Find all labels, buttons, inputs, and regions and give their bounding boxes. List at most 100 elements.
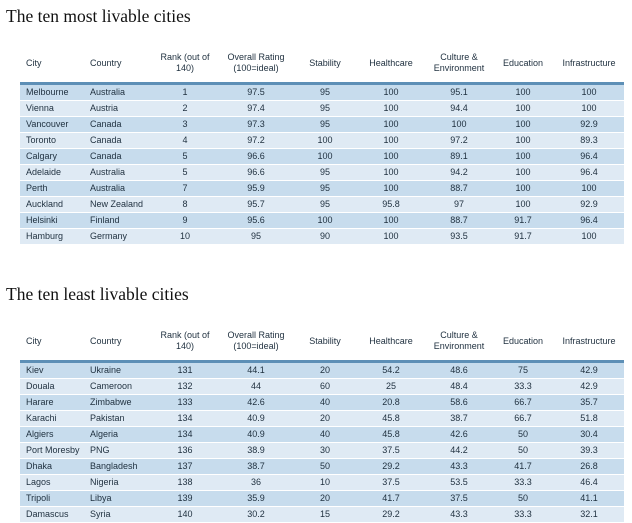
cell-rank: 2 [152,100,218,117]
cell-culture-environment: 43.3 [426,506,492,523]
cell-rank: 136 [152,442,218,459]
cell-infrastructure: 42.9 [554,361,624,379]
header-infrastructure: Infrastructure [554,44,624,84]
cell-infrastructure: 42.9 [554,378,624,395]
cell-education: 91.7 [492,212,554,229]
cell-country: Nigeria [84,474,152,491]
table-row: Hamburg Germany 10 95 90 100 93.5 91.7 100 [20,228,624,245]
cell-country: Finland [84,212,152,229]
cell-overall-rating: 40.9 [218,410,294,427]
cell-infrastructure: 51.8 [554,410,624,427]
cell-education: 100 [492,100,554,117]
cell-overall-rating: 30.2 [218,506,294,523]
cell-rank: 133 [152,394,218,411]
cell-healthcare: 100 [356,148,426,165]
cell-rank: 3 [152,116,218,133]
cell-infrastructure: 100 [554,228,624,245]
cell-overall-rating: 38.7 [218,458,294,475]
cell-country: Libya [84,490,152,507]
cell-stability: 95 [294,164,356,181]
cell-country: Syria [84,506,152,523]
cell-overall-rating: 97.3 [218,116,294,133]
cell-country: Canada [84,132,152,149]
cell-healthcare: 100 [356,132,426,149]
cell-healthcare: 100 [356,83,426,101]
cell-education: 50 [492,442,554,459]
cell-overall-rating: 35.9 [218,490,294,507]
cell-culture-environment: 88.7 [426,212,492,229]
cell-culture-environment: 38.7 [426,410,492,427]
cell-education: 75 [492,361,554,379]
cell-stability: 100 [294,132,356,149]
cell-infrastructure: 26.8 [554,458,624,475]
cell-culture-environment: 42.6 [426,426,492,443]
cell-rank: 5 [152,148,218,165]
cell-country: Zimbabwe [84,394,152,411]
cell-infrastructure: 96.4 [554,164,624,181]
cell-rank: 140 [152,506,218,523]
header-rank: Rank (out of 140) [152,322,218,362]
table-row: Perth Australia 7 95.9 95 100 88.7 100 100 [20,180,624,197]
cell-stability: 20 [294,410,356,427]
cell-education: 50 [492,426,554,443]
cell-stability: 95 [294,116,356,133]
cell-overall-rating: 44.1 [218,361,294,379]
table-row: Port Moresby PNG 136 38.9 30 37.5 44.2 50 39.3 [20,442,624,459]
cell-stability: 40 [294,394,356,411]
cell-education: 33.3 [492,506,554,523]
header-overall-rating: Overall Rating (100=ideal) [218,322,294,362]
table-row: Damascus Syria 140 30.2 15 29.2 43.3 33.3 32.1 [20,506,624,523]
cell-rank: 7 [152,180,218,197]
header-healthcare: Healthcare [356,44,426,84]
cell-city: Perth [20,180,84,197]
table-header-row: City Country Rank (out of 140) Overall Ratin… [20,322,624,362]
cell-city: Kiev [20,361,84,379]
cell-rank: 131 [152,361,218,379]
cell-overall-rating: 97.2 [218,132,294,149]
cell-city: Douala [20,378,84,395]
cell-country: Canada [84,148,152,165]
cell-infrastructure: 39.3 [554,442,624,459]
cell-stability: 50 [294,458,356,475]
cell-rank: 10 [152,228,218,245]
cell-stability: 40 [294,426,356,443]
cell-country: Australia [84,83,152,101]
cell-healthcare: 20.8 [356,394,426,411]
table-row: Harare Zimbabwe 133 42.6 40 20.8 58.6 66.7 35.7 [20,394,624,411]
cell-healthcare: 100 [356,212,426,229]
cell-rank: 138 [152,474,218,491]
cell-culture-environment: 37.5 [426,490,492,507]
table-row: Douala Cameroon 132 44 60 25 48.4 33.3 42.9 [20,378,624,395]
table-row: Vancouver Canada 3 97.3 95 100 100 100 92.9 [20,116,624,133]
cell-overall-rating: 97.5 [218,83,294,101]
table-row: Adelaide Australia 5 96.6 95 100 94.2 100 96.4 [20,164,624,181]
cell-healthcare: 95.8 [356,196,426,213]
header-healthcare: Healthcare [356,322,426,362]
cell-culture-environment: 97.2 [426,132,492,149]
table-row: Tripoli Libya 139 35.9 20 41.7 37.5 50 41.1 [20,490,624,507]
cell-healthcare: 100 [356,100,426,117]
table-row: Helsinki Finland 9 95.6 100 100 88.7 91.7 96.4 [20,212,624,229]
header-culture-environment: Culture & Environment [426,44,492,84]
cell-overall-rating: 95.7 [218,196,294,213]
cell-country: Bangladesh [84,458,152,475]
cell-rank: 132 [152,378,218,395]
cell-rank: 4 [152,132,218,149]
cell-stability: 20 [294,490,356,507]
cell-country: Cameroon [84,378,152,395]
header-city: City [20,322,84,362]
header-education: Education [492,44,554,84]
cell-city: Karachi [20,410,84,427]
cell-city: Dhaka [20,458,84,475]
cell-overall-rating: 42.6 [218,394,294,411]
table-row: Kiev Ukraine 131 44.1 20 54.2 48.6 75 42.9 [20,361,624,379]
cell-rank: 5 [152,164,218,181]
cell-education: 66.7 [492,394,554,411]
cell-country: Germany [84,228,152,245]
cell-city: Harare [20,394,84,411]
cell-overall-rating: 40.9 [218,426,294,443]
cell-healthcare: 54.2 [356,361,426,379]
most-livable-title: The ten most livable cities [6,6,191,26]
cell-stability: 20 [294,361,356,379]
cell-stability: 95 [294,83,356,101]
